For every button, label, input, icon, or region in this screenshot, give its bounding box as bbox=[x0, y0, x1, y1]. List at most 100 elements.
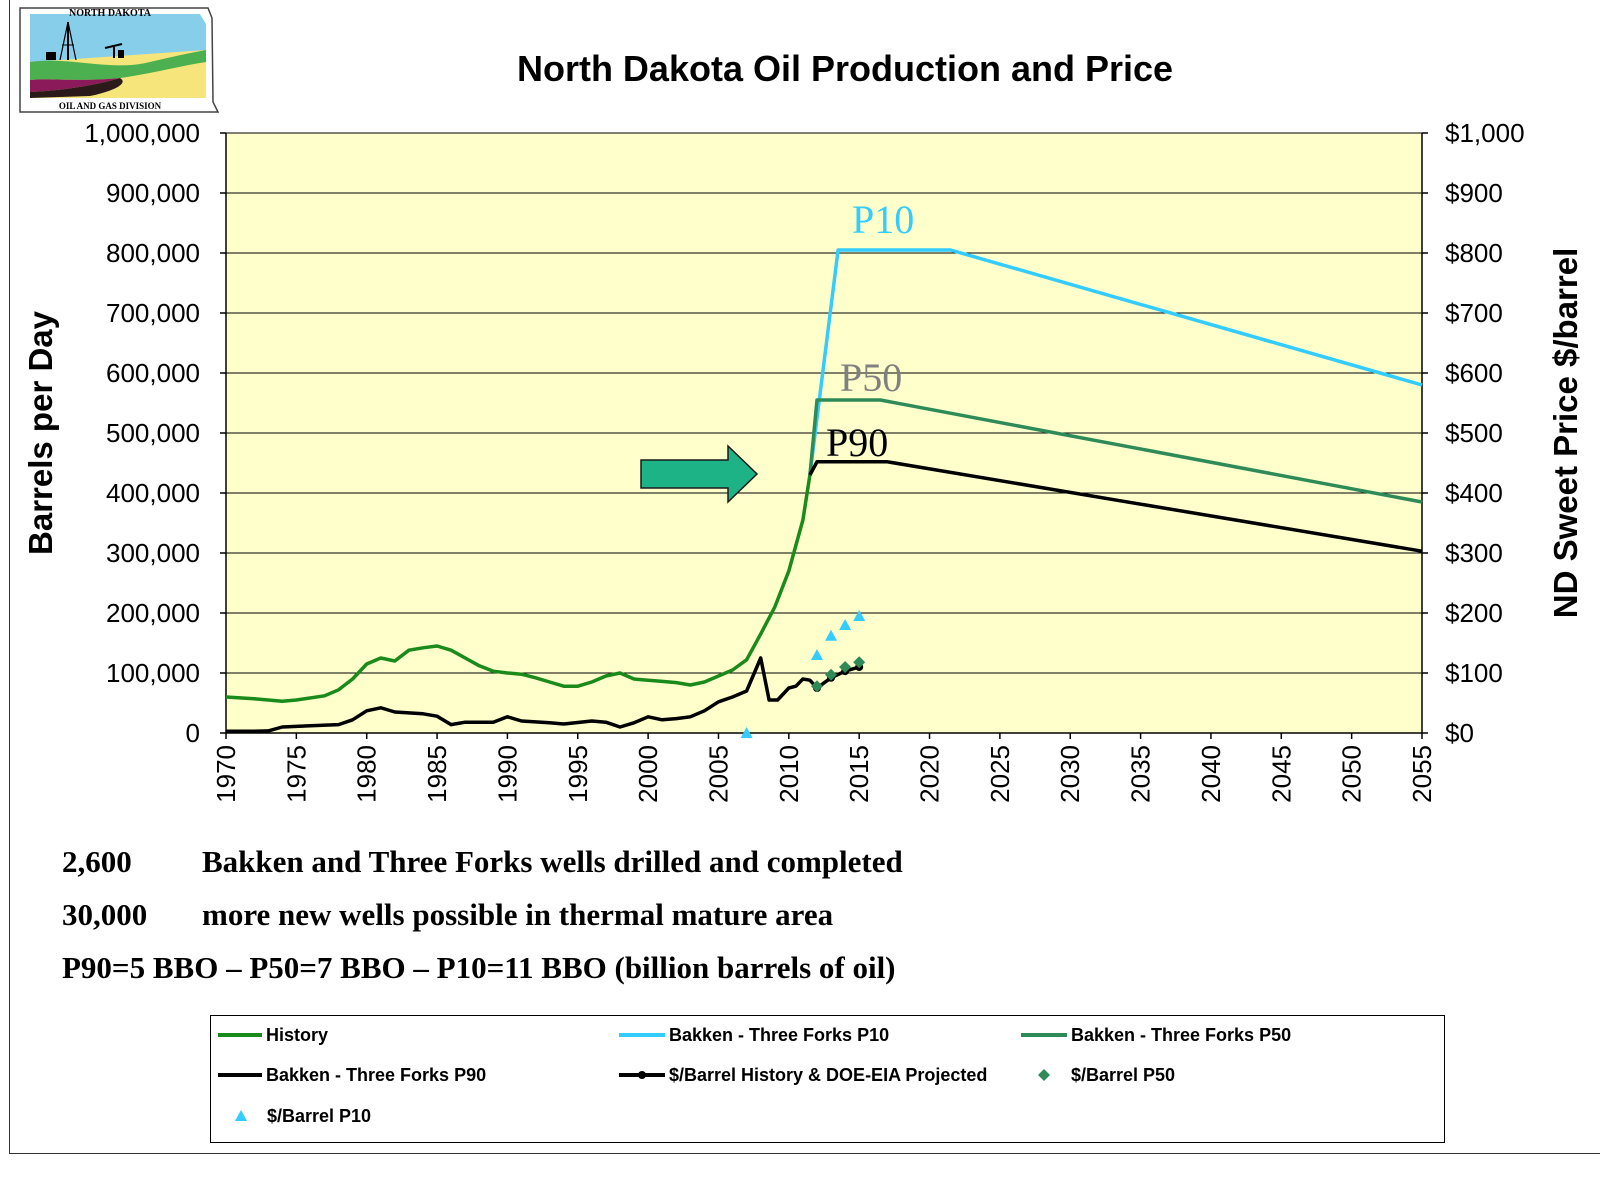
legend-line-icon bbox=[218, 1073, 262, 1077]
legend-item-price-p10: $/Barrel P10 bbox=[229, 1104, 371, 1128]
note-text: more new wells possible in thermal matur… bbox=[202, 897, 834, 932]
x-tick-label: 2010 bbox=[774, 745, 804, 803]
note-number: 2,600 bbox=[62, 844, 132, 879]
y-tick-label: 600,000 bbox=[106, 358, 200, 388]
legend-item-p90: Bakken - Three Forks P90 bbox=[216, 1063, 486, 1087]
legend-line-icon bbox=[218, 1033, 262, 1037]
x-tick-label: 1995 bbox=[563, 745, 593, 803]
legend-item-p10: Bakken - Three Forks P10 bbox=[617, 1023, 889, 1047]
y-axis-title: Barrels per Day bbox=[22, 310, 59, 555]
p90-label: P90 bbox=[826, 420, 888, 465]
y-tick-label: 400,000 bbox=[106, 478, 200, 508]
legend-label: Bakken - Three Forks P10 bbox=[669, 1024, 890, 1045]
legend-label: $/Barrel P50 bbox=[1071, 1064, 1176, 1085]
p10-price-marker bbox=[825, 629, 838, 641]
y-tick-label: 800,000 bbox=[106, 238, 200, 268]
note-text: P90=5 BBO – P50=7 BBO – P10=11 BBO (bill… bbox=[62, 950, 896, 985]
legend-line-icon bbox=[619, 1033, 665, 1037]
chart-title: North Dakota Oil Production and Price bbox=[517, 48, 1173, 89]
x-tick-label: 2025 bbox=[985, 745, 1015, 803]
y2-tick-label: $1,000 bbox=[1445, 118, 1525, 148]
price-history-line bbox=[226, 656, 860, 733]
x-tick-label: 2050 bbox=[1337, 745, 1367, 803]
x-tick-label: 1985 bbox=[422, 745, 452, 803]
x-tick-label: 2020 bbox=[915, 745, 945, 803]
p50-price-marker bbox=[839, 661, 852, 673]
legend-line-icon bbox=[1021, 1033, 1067, 1037]
x-tick-label: 2030 bbox=[1055, 745, 1085, 803]
legend-label: History bbox=[266, 1024, 329, 1045]
diamond-marker-icon bbox=[1038, 1069, 1050, 1081]
p10-price-marker bbox=[839, 619, 852, 630]
marker-layer bbox=[740, 610, 866, 738]
x-tick-label: 1990 bbox=[492, 745, 522, 803]
x-tick-label: 2045 bbox=[1266, 745, 1296, 803]
y2-tick-label: $900 bbox=[1445, 178, 1503, 208]
x-tick-label: 2000 bbox=[633, 745, 663, 803]
y2-tick-label: $500 bbox=[1445, 418, 1503, 448]
y2-tick-label: $200 bbox=[1445, 598, 1503, 628]
p10-price-marker bbox=[853, 610, 866, 621]
y2-tick-label: $400 bbox=[1445, 478, 1503, 508]
y2-tick-label: $300 bbox=[1445, 538, 1503, 568]
y2-axis-ticks: $0 $100 $200 $300 $400 $500 $600 $700 $800 $900 $1… bbox=[1422, 118, 1525, 748]
y-tick-label: 500,000 bbox=[106, 418, 200, 448]
notes: 2,600 Bakken and Three Forks wells drille… bbox=[62, 842, 903, 1001]
y2-tick-label: $0 bbox=[1445, 718, 1474, 748]
legend-label: Bakken - Three Forks P90 bbox=[266, 1064, 487, 1085]
note-reserves: P90=5 BBO – P50=7 BBO – P10=11 BBO (bill… bbox=[62, 948, 903, 1001]
y-axis-ticks: 0 100,000 200,000 300,000 400,000 500,000 600,… bbox=[84, 118, 226, 748]
p10-line bbox=[808, 248, 1423, 476]
legend-item-price: $/Barrel History & DOE-EIA Projected bbox=[617, 1063, 987, 1087]
legend-item-p50: Bakken - Three Forks P50 bbox=[1019, 1023, 1291, 1047]
series-layer bbox=[225, 248, 1423, 733]
note-wells-possible: 30,000 more new wells possible in thermal… bbox=[62, 895, 903, 948]
nd-oil-gas-division-logo: NORTH DAKOTA OIL AND GAS DIVISION bbox=[19, 7, 220, 113]
legend-item-history: History bbox=[216, 1023, 328, 1047]
x-tick-label: 2040 bbox=[1196, 745, 1226, 803]
y-tick-label: 900,000 bbox=[106, 178, 200, 208]
p50-price-marker bbox=[810, 680, 823, 693]
y2-tick-label: $600 bbox=[1445, 358, 1503, 388]
triangle-marker-icon bbox=[235, 1110, 247, 1121]
note-number: 30,000 bbox=[62, 897, 148, 932]
p90-line bbox=[808, 460, 1423, 553]
note-text: Bakken and Three Forks wells drilled and… bbox=[202, 844, 903, 879]
y-tick-label: 100,000 bbox=[106, 658, 200, 688]
y-tick-label: 700,000 bbox=[106, 298, 200, 328]
legend-label: $/Barrel History & DOE-EIA Projected bbox=[669, 1064, 988, 1085]
logo-top-text: NORTH DAKOTA bbox=[69, 8, 152, 19]
x-tick-label: 2035 bbox=[1126, 745, 1156, 803]
y2-axis-title: ND Sweet Price $/barrel bbox=[1547, 248, 1584, 619]
p10-price-marker bbox=[810, 649, 823, 660]
legend-line-marker-icon bbox=[619, 1071, 665, 1079]
legend-label: $/Barrel P10 bbox=[267, 1105, 372, 1126]
p50-line bbox=[808, 398, 1423, 504]
x-tick-label: 2015 bbox=[844, 745, 874, 803]
p50-label: P50 bbox=[840, 355, 902, 400]
x-tick-label: 2055 bbox=[1407, 745, 1437, 803]
p50-price-marker bbox=[853, 656, 866, 669]
y-tick-label: 300,000 bbox=[106, 538, 200, 568]
y2-tick-label: $700 bbox=[1445, 298, 1503, 328]
y2-tick-label: $800 bbox=[1445, 238, 1503, 268]
y-tick-label: 1,000,000 bbox=[84, 118, 200, 148]
p10-label: P10 bbox=[852, 197, 914, 242]
p50-price-marker bbox=[825, 668, 838, 681]
x-tick-label: 1975 bbox=[281, 745, 311, 803]
x-tick-label: 1970 bbox=[211, 745, 241, 803]
legend-item-price-p50: $/Barrel P50 bbox=[1029, 1063, 1175, 1087]
slide-frame bbox=[9, 0, 1600, 1154]
p10-price-marker bbox=[740, 727, 753, 738]
x-axis-ticks: 1970 1975 1980 1985 1990 1995 2000 2005 2010 2015… bbox=[211, 733, 1437, 803]
y-tick-label: 200,000 bbox=[106, 598, 200, 628]
x-tick-label: 1980 bbox=[352, 745, 382, 803]
y2-tick-label: $100 bbox=[1445, 658, 1503, 688]
y-tick-label: 0 bbox=[186, 718, 200, 748]
x-tick-label: 2005 bbox=[703, 745, 733, 803]
legend-label: Bakken - Three Forks P50 bbox=[1071, 1024, 1292, 1045]
logo-bottom-text: OIL AND GAS DIVISION bbox=[59, 101, 162, 111]
note-wells-drilled: 2,600 Bakken and Three Forks wells drille… bbox=[62, 842, 903, 895]
legend: History Bakken - Three Forks P10 Bakken … bbox=[210, 1015, 1445, 1143]
